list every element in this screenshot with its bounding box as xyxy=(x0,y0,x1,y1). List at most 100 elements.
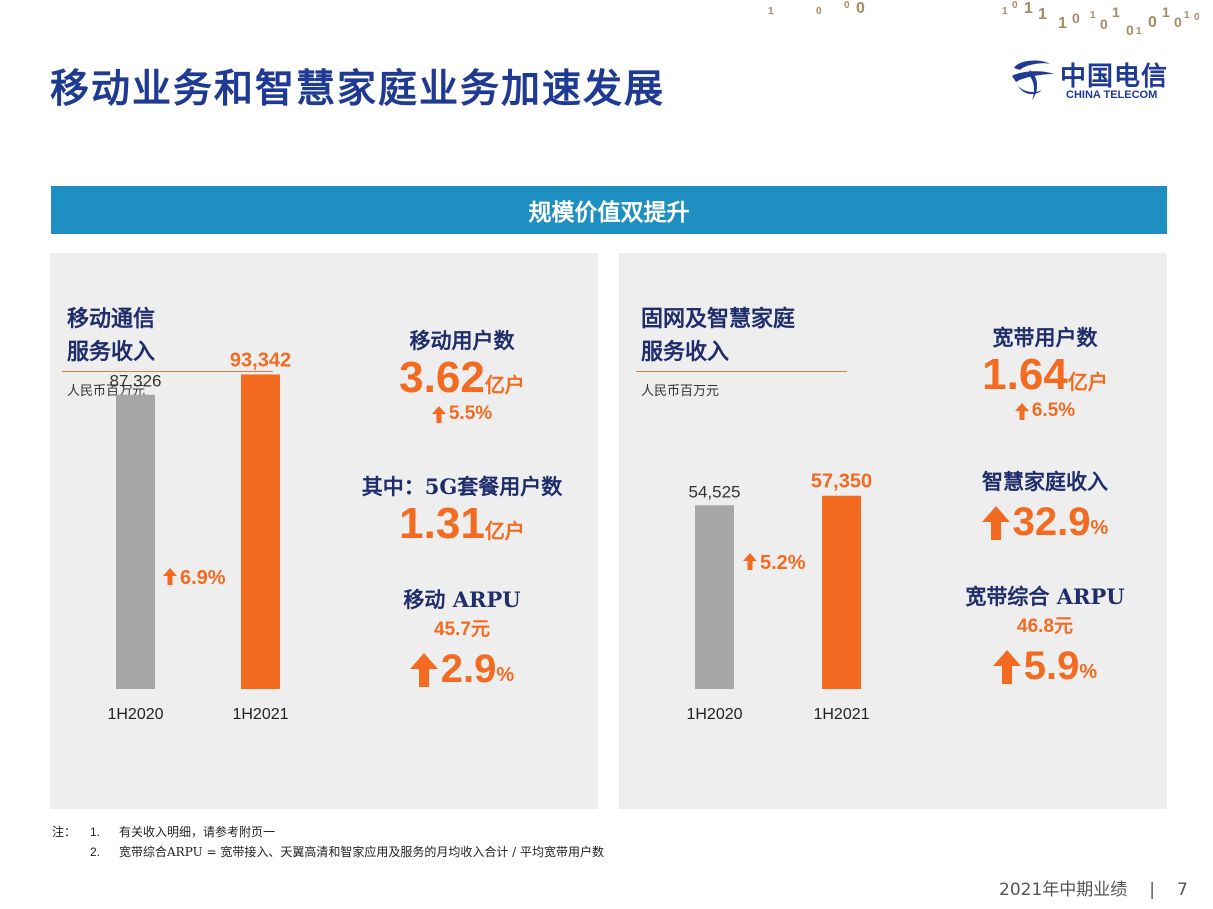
mobile-revenue-title-line1: 移动通信 xyxy=(67,306,156,332)
footnote-row: 注： 1. 有关收入明细，请参考附页一 xyxy=(52,822,604,842)
mobile-arpu-kpi: 移动 ARPU 45.7元 2.9% xyxy=(360,584,564,692)
binary-digit: 1 xyxy=(768,6,774,17)
fixed-line-smart-home-panel: 固网及智慧家庭 服务收入 人民币百万元 54,525 1H2020 57,350 1H… xyxy=(619,253,1167,809)
up-arrow-icon xyxy=(409,652,438,687)
broadband-users-kpi: 宽带用户数 1.64亿户 6.5% xyxy=(943,322,1147,424)
mobile-revenue-title-line2: 服务收入 xyxy=(67,339,156,365)
mobile-users-label: 移动用户数 xyxy=(409,328,515,353)
up-arrow-icon xyxy=(992,649,1021,684)
fixed-revenue-title: 固网及智慧家庭 服务收入 xyxy=(641,303,795,369)
title-underline xyxy=(636,371,847,372)
china-telecom-logo-icon xyxy=(1012,60,1054,100)
broadband-users-growth: 6.5% xyxy=(1014,400,1076,422)
smart-home-revenue-growth: 32.9% xyxy=(981,500,1109,545)
mobile-service-panel: 移动通信 服务收入 人民币百万元 87,326 1H2020 93,342 1H202… xyxy=(50,253,598,809)
mobile-arpu-growth-unit: % xyxy=(496,664,515,686)
broadband-users-growth-value: 6.5% xyxy=(1031,400,1076,421)
binary-digit: 1 xyxy=(1112,4,1120,20)
binary-digit: 1 xyxy=(1184,10,1190,21)
mobile-users-value: 3.62亿户 xyxy=(360,353,564,403)
binary-digit: 1 xyxy=(1090,10,1096,21)
bar xyxy=(695,505,734,689)
mobile-users-kpi: 移动用户数 3.62亿户 5.5% xyxy=(360,325,564,427)
bar-value-label: 87,326 xyxy=(110,372,162,391)
footnote-index: 1. xyxy=(90,825,101,839)
category-label: 1H2021 xyxy=(232,706,288,723)
china-telecom-logo: 中国电信 CHINA TELECOM xyxy=(1008,56,1178,106)
page-number: 7 xyxy=(1177,880,1188,900)
category-label: 1H2020 xyxy=(686,706,742,723)
broadband-users-label: 宽带用户数 xyxy=(992,325,1098,350)
broadband-arpu-growth-unit: % xyxy=(1079,661,1098,683)
smart-home-revenue-kpi: 智慧家庭收入 32.9% xyxy=(943,466,1147,545)
broadband-users-unit: 亿户 xyxy=(1067,370,1108,394)
bar-value-label: 93,342 xyxy=(230,349,291,371)
binary-digit: 1 xyxy=(1162,4,1170,20)
broadband-users-number: 1.64 xyxy=(982,350,1068,399)
footer-report-name: 2021年中期业绩 xyxy=(999,880,1128,900)
footnote-row: 2. 宽带综合ARPU = 宽带接入、天翼高清和智家应用及服务的月均收入合计 /… xyxy=(52,842,604,862)
bar-value-label: 57,350 xyxy=(811,471,872,493)
binary-digit: 0 xyxy=(816,6,822,17)
binary-digit: 0 xyxy=(1194,12,1200,23)
binary-digit: 0 xyxy=(1100,16,1108,32)
up-arrow-icon xyxy=(743,553,757,570)
logo-chinese-text: 中国电信 xyxy=(1060,62,1169,92)
smart-home-revenue-label: 智慧家庭收入 xyxy=(982,469,1108,494)
up-arrow-icon xyxy=(431,405,446,423)
up-arrow-icon xyxy=(1014,402,1029,420)
bar-value-label: 54,525 xyxy=(689,482,741,501)
binary-digit: 1 xyxy=(1024,0,1033,17)
binary-digit: 0 xyxy=(856,0,865,17)
mobile-arpu-label: 移动 ARPU xyxy=(403,587,521,612)
bar xyxy=(241,374,280,689)
5g-users-label: 其中：5G套餐用户数 xyxy=(361,474,563,499)
footnotes: 注： 1. 有关收入明细，请参考附页一 2. 宽带综合ARPU = 宽带接入、天… xyxy=(52,822,604,862)
mobile-users-number: 3.62 xyxy=(399,353,485,402)
currency-unit-label: 人民币百万元 xyxy=(641,384,720,399)
footnote-index: 2. xyxy=(90,845,101,859)
5g-users-number: 1.31 xyxy=(399,499,485,548)
section-banner: 规模价值双提升 xyxy=(51,186,1167,234)
category-label: 1H2021 xyxy=(813,706,869,723)
footnote-label: 注： xyxy=(52,825,77,839)
footnote-text: 宽带综合ARPU = 宽带接入、天翼高清和智家应用及服务的月均收入合计 / 平均… xyxy=(119,845,605,859)
binary-digit: 1 xyxy=(1136,26,1142,37)
broadband-arpu-value: 46.8元 xyxy=(1017,616,1073,637)
smart-home-revenue-growth-unit: % xyxy=(1090,517,1109,539)
5g-users-value: 1.31亿户 xyxy=(340,499,584,549)
mobile-users-unit: 亿户 xyxy=(484,373,525,397)
binary-digit: 0 xyxy=(1012,0,1018,11)
bar xyxy=(822,495,861,689)
broadband-users-value: 1.64亿户 xyxy=(943,350,1147,400)
binary-digit: 1 xyxy=(1058,15,1067,32)
fixed-revenue-title-line1: 固网及智慧家庭 xyxy=(641,306,796,332)
smart-home-revenue-growth-value: 32.9 xyxy=(1012,500,1091,544)
fixed-revenue-bar-chart: 54,525 1H2020 57,350 1H2021 5.2% xyxy=(686,471,872,723)
binary-digit: 0 xyxy=(1174,14,1182,30)
5g-users-kpi: 其中：5G套餐用户数 1.31亿户 xyxy=(340,471,584,549)
mobile-revenue-title: 移动通信 服务收入 xyxy=(67,303,155,369)
binary-digit: 1 xyxy=(1038,6,1047,23)
mobile-users-growth: 5.5% xyxy=(431,403,492,425)
growth-label: 6.9% xyxy=(180,567,226,589)
growth-annotation: 5.2% xyxy=(743,552,806,574)
page-title: 移动业务和智慧家庭业务加速发展 xyxy=(50,66,666,112)
category-label: 1H2020 xyxy=(107,706,163,723)
growth-annotation: 6.9% xyxy=(163,567,226,589)
broadband-arpu-growth-value: 5.9 xyxy=(1023,644,1080,688)
fixed-revenue-title-line2: 服务收入 xyxy=(641,339,730,365)
logo-english-text: CHINA TELECOM xyxy=(1066,89,1158,101)
growth-label: 5.2% xyxy=(760,552,806,574)
bar xyxy=(116,394,155,689)
up-arrow-icon xyxy=(981,505,1010,540)
footnote-text: 有关收入明细，请参考附页一 xyxy=(119,825,276,839)
mobile-arpu-growth: 2.9% xyxy=(409,647,515,692)
broadband-arpu-growth: 5.9% xyxy=(992,644,1098,689)
mobile-arpu-growth-value: 2.9 xyxy=(440,647,497,691)
binary-digit: 1 xyxy=(1002,6,1008,17)
binary-digit: 0 xyxy=(1148,14,1157,31)
page-footer: 2021年中期业绩 | 7 xyxy=(999,875,1188,900)
binary-digits-decoration: 1 0 0 0 1 0 1 1 1 0 1 0 1 0 1 0 1 0 1 0 xyxy=(760,0,1210,50)
binary-digit: 0 xyxy=(1126,22,1134,38)
